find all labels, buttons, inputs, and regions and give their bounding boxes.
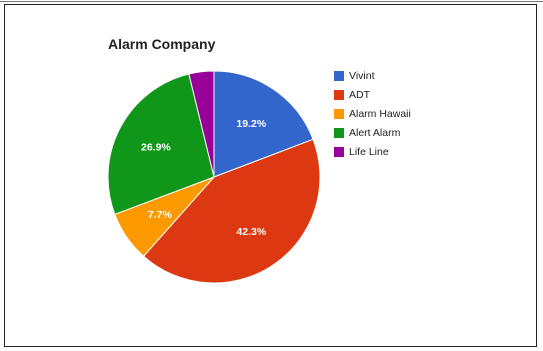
legend-swatch bbox=[334, 70, 344, 81]
legend-swatch bbox=[334, 146, 344, 157]
pie-slice-life-line[interactable] bbox=[188, 70, 215, 178]
chart-title: Alarm Company bbox=[108, 36, 216, 52]
legend-item-alarm-hawaii[interactable]: Alarm Hawaii bbox=[334, 104, 411, 123]
pie-slice-adt[interactable] bbox=[142, 138, 321, 284]
chart-legend: Vivint ADT Alarm Hawaii Alert Alarm Life… bbox=[334, 66, 411, 161]
legend-swatch bbox=[334, 89, 344, 100]
pie-slice-alert-alarm[interactable] bbox=[107, 73, 215, 215]
legend-label: Alert Alarm bbox=[349, 126, 401, 139]
legend-label: Vivint bbox=[349, 69, 375, 82]
legend-item-alert-alarm[interactable]: Alert Alarm bbox=[334, 123, 411, 142]
legend-swatch bbox=[334, 127, 344, 138]
legend-label: Alarm Hawaii bbox=[349, 107, 411, 120]
legend-item-life-line[interactable]: Life Line bbox=[334, 142, 411, 161]
slice-label-alert-alarm: 26.9% bbox=[141, 141, 171, 153]
legend-item-adt[interactable]: ADT bbox=[334, 85, 411, 104]
slice-label-adt: 42.3% bbox=[236, 226, 266, 238]
slice-label-alarm-hawaii: 7.7% bbox=[148, 209, 173, 221]
pie-slice-vivint[interactable] bbox=[213, 70, 314, 178]
legend-item-vivint[interactable]: Vivint bbox=[334, 66, 411, 85]
legend-swatch bbox=[334, 108, 344, 119]
slice-label-vivint: 19.2% bbox=[236, 118, 266, 130]
legend-label: ADT bbox=[349, 88, 370, 101]
top-border-line bbox=[0, 1, 543, 2]
legend-label: Life Line bbox=[349, 145, 389, 158]
